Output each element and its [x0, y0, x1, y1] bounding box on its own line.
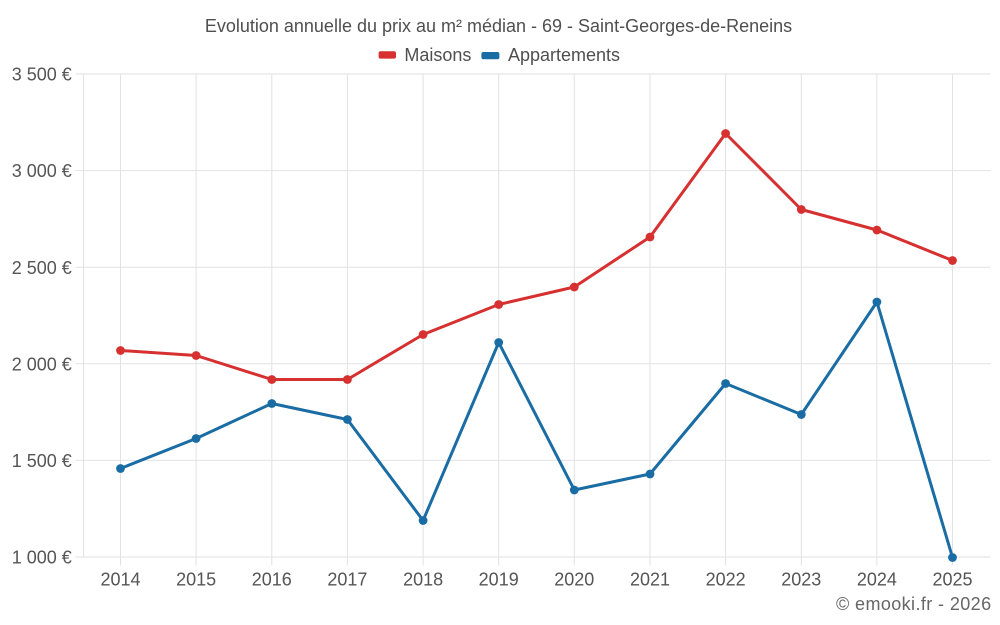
svg-text:2018: 2018	[403, 570, 443, 590]
svg-text:1 000 €: 1 000 €	[12, 548, 72, 568]
svg-text:2022: 2022	[706, 570, 746, 590]
svg-text:2019: 2019	[479, 570, 519, 590]
svg-text:2017: 2017	[327, 570, 367, 590]
svg-text:2016: 2016	[252, 570, 292, 590]
svg-text:2021: 2021	[630, 570, 670, 590]
svg-text:© emooki.fr - 2026: © emooki.fr - 2026	[836, 594, 992, 614]
svg-text:2024: 2024	[857, 570, 897, 590]
svg-text:3 500 €: 3 500 €	[12, 65, 72, 85]
svg-text:Appartements: Appartements	[508, 45, 620, 65]
svg-text:2025: 2025	[932, 570, 972, 590]
svg-text:2015: 2015	[176, 570, 216, 590]
svg-text:3 000 €: 3 000 €	[12, 161, 72, 181]
svg-text:2 000 €: 2 000 €	[12, 354, 72, 374]
svg-text:2 500 €: 2 500 €	[12, 258, 72, 278]
svg-text:1 500 €: 1 500 €	[12, 451, 72, 471]
svg-text:Maisons: Maisons	[404, 45, 471, 65]
svg-text:Evolution annuelle du prix au: Evolution annuelle du prix au m² médian …	[205, 16, 792, 36]
svg-text:2014: 2014	[100, 570, 140, 590]
svg-text:2020: 2020	[554, 570, 594, 590]
svg-text:2023: 2023	[781, 570, 821, 590]
